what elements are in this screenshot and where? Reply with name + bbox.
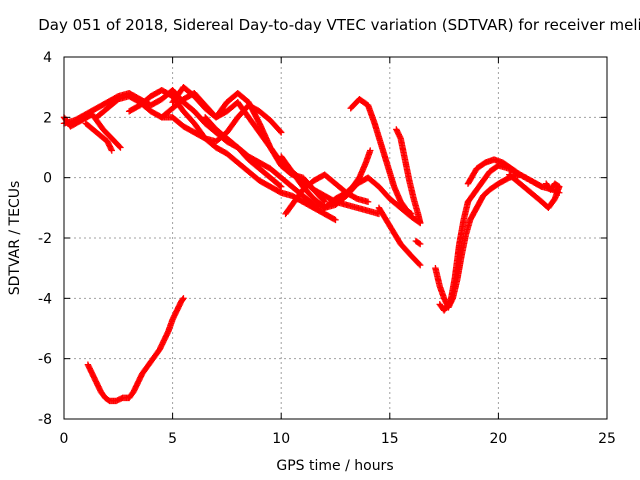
y-axis-label: SDTVAR / TECUs: [7, 181, 23, 296]
series-track-14: [412, 237, 424, 248]
y-tick-label: -8: [38, 412, 52, 428]
data-point: [556, 183, 563, 190]
data-point: [116, 143, 123, 150]
data-point: [554, 182, 562, 190]
data-point: [108, 147, 115, 154]
x-tick-label: 5: [168, 431, 177, 447]
data-point: [417, 240, 424, 248]
series-track-12: [375, 204, 424, 269]
data-point: [416, 260, 423, 268]
y-tick-label: 4: [43, 50, 52, 66]
series-track-11: [347, 96, 415, 218]
data-point: [417, 219, 424, 227]
data-point: [277, 128, 284, 135]
data-point: [538, 183, 546, 190]
x-tick-label: 0: [60, 431, 69, 447]
series-track-3: [82, 120, 115, 154]
series-track-17: [464, 156, 546, 190]
data-point: [415, 240, 423, 247]
y-tick-label: -4: [38, 291, 52, 307]
data-point: [278, 129, 285, 136]
data-point: [276, 182, 284, 190]
y-tick-label: -6: [38, 352, 52, 368]
series-track-18: [506, 171, 563, 212]
x-tick-label: 20: [489, 431, 507, 447]
data-point: [364, 198, 372, 205]
data-point: [278, 183, 285, 190]
y-tick-label: 2: [43, 110, 52, 126]
data-point: [117, 144, 124, 151]
data-point: [407, 209, 414, 217]
chart-title: Day 051 of 2018, Sidereal Day-to-day VTE…: [38, 16, 640, 34]
series-track-13: [393, 126, 424, 227]
y-tick-label: -2: [38, 231, 52, 247]
axis-ticks: 0 5 10 15 20 25 -8 -6 -4 -2 0 2 4: [38, 50, 616, 447]
series-track-2: [60, 111, 124, 151]
series-track-10: [282, 171, 372, 218]
data-point: [417, 261, 424, 269]
x-axis-label: GPS time / hours: [276, 458, 393, 474]
series-track-20: [84, 295, 187, 405]
series-track-5: [125, 86, 339, 224]
y-tick-label: 0: [43, 171, 52, 187]
data-point: [331, 216, 338, 223]
data-point: [367, 147, 374, 154]
data-point: [537, 182, 544, 190]
x-tick-label: 10: [272, 431, 290, 447]
data-point: [332, 216, 339, 224]
x-tick-label: 15: [381, 431, 399, 447]
data-point: [180, 295, 187, 302]
series-track-9: [278, 147, 374, 212]
x-tick-label: 25: [598, 431, 616, 447]
data-point: [321, 198, 328, 205]
data-points: [60, 83, 563, 405]
data-point: [179, 296, 186, 303]
data-point: [320, 197, 327, 204]
data-point: [408, 210, 415, 218]
series-track-19: [542, 180, 563, 193]
